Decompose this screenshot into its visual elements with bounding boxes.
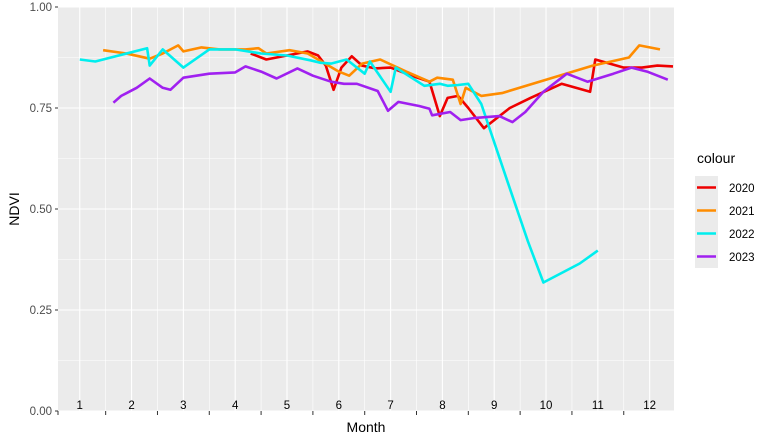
x-tick-label: 10 bbox=[540, 400, 553, 412]
legend-label-2020: 2020 bbox=[729, 183, 755, 195]
legend-title: colour bbox=[697, 150, 735, 166]
legend-label-2022: 2022 bbox=[729, 229, 755, 241]
x-tick-label: 4 bbox=[232, 400, 239, 412]
y-axis-title: NDVI bbox=[6, 192, 22, 225]
series-lines bbox=[79, 44, 674, 284]
x-axis-ticks: 1 2 3 4 5 6 7 8 9 10 11 12 bbox=[57, 400, 656, 415]
series-line-2022 bbox=[79, 46, 599, 284]
x-axis-title: Month bbox=[347, 419, 386, 435]
y-tick-label: 1.00 bbox=[30, 2, 52, 14]
series-line-2023 bbox=[112, 65, 669, 124]
x-tick-label: 3 bbox=[180, 400, 186, 412]
x-tick-label: 8 bbox=[439, 400, 445, 412]
y-tick-label: 0.75 bbox=[30, 103, 52, 115]
y-axis-ticks: 0.00 0.25 0.50 0.75 1.00 bbox=[30, 2, 58, 418]
y-tick-label: 0.25 bbox=[30, 305, 52, 317]
legend: colour 2020 2021 2022 2023 bbox=[695, 150, 755, 268]
x-tick-label: 12 bbox=[643, 400, 656, 412]
x-tick-label: 9 bbox=[491, 400, 497, 412]
major-gridlines bbox=[58, 6, 674, 412]
x-tick-label: 11 bbox=[592, 400, 604, 412]
x-tick-label: 2 bbox=[128, 400, 134, 412]
y-tick-label: 0.00 bbox=[30, 406, 52, 418]
x-tick-label: 7 bbox=[387, 400, 393, 412]
y-tick-label: 0.50 bbox=[30, 204, 52, 216]
x-tick-label: 5 bbox=[284, 400, 290, 412]
x-tick-label: 6 bbox=[336, 400, 342, 412]
series-line-2021 bbox=[102, 44, 661, 106]
legend-label-2021: 2021 bbox=[729, 206, 755, 218]
x-tick-label: 1 bbox=[77, 400, 83, 412]
legend-label-2023: 2023 bbox=[729, 252, 755, 264]
